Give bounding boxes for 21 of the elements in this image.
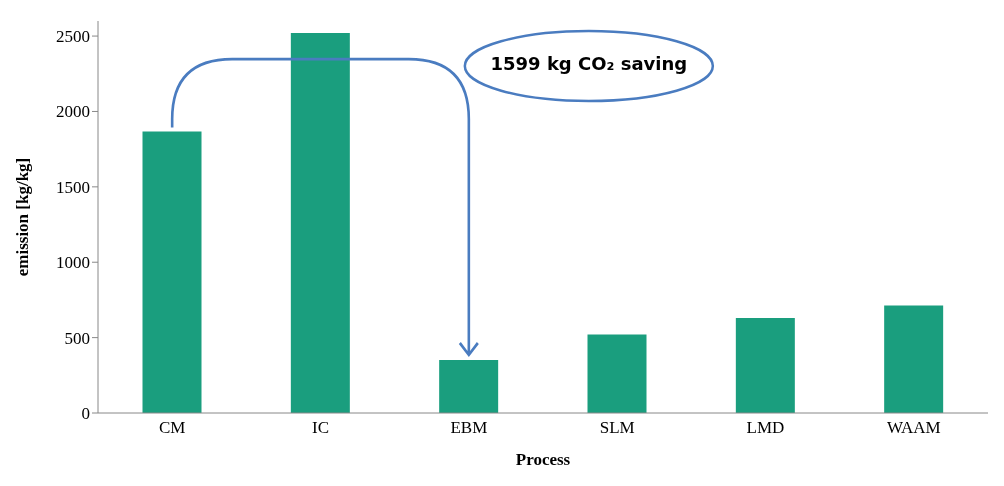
x-tick-label: IC: [312, 418, 329, 438]
y-tick-label: 2500: [56, 27, 90, 47]
y-tick-label: 2000: [56, 102, 90, 122]
bar: [439, 359, 499, 413]
x-axis-title: Process: [515, 450, 571, 469]
bar: [884, 305, 944, 413]
x-tick-label: LMD: [746, 418, 785, 438]
y-tick-label: 0: [81, 404, 90, 424]
bar: [142, 131, 202, 413]
y-tick-label: 500: [64, 328, 90, 348]
annotation: 1599 kg CO₂ saving: [489, 53, 689, 74]
bar: [290, 32, 350, 413]
x-tick-label: SLM: [599, 418, 635, 438]
bar: [735, 318, 795, 413]
y-axis-title: emission [kg/kg]: [13, 157, 33, 277]
bar: [587, 334, 647, 413]
x-tick-label: WAAM: [886, 418, 941, 438]
y-tick-label: 1000: [56, 253, 90, 273]
y-tick-label: 1500: [56, 177, 90, 197]
x-tick-label: CM: [158, 418, 186, 438]
x-tick-label: EBM: [450, 418, 488, 438]
